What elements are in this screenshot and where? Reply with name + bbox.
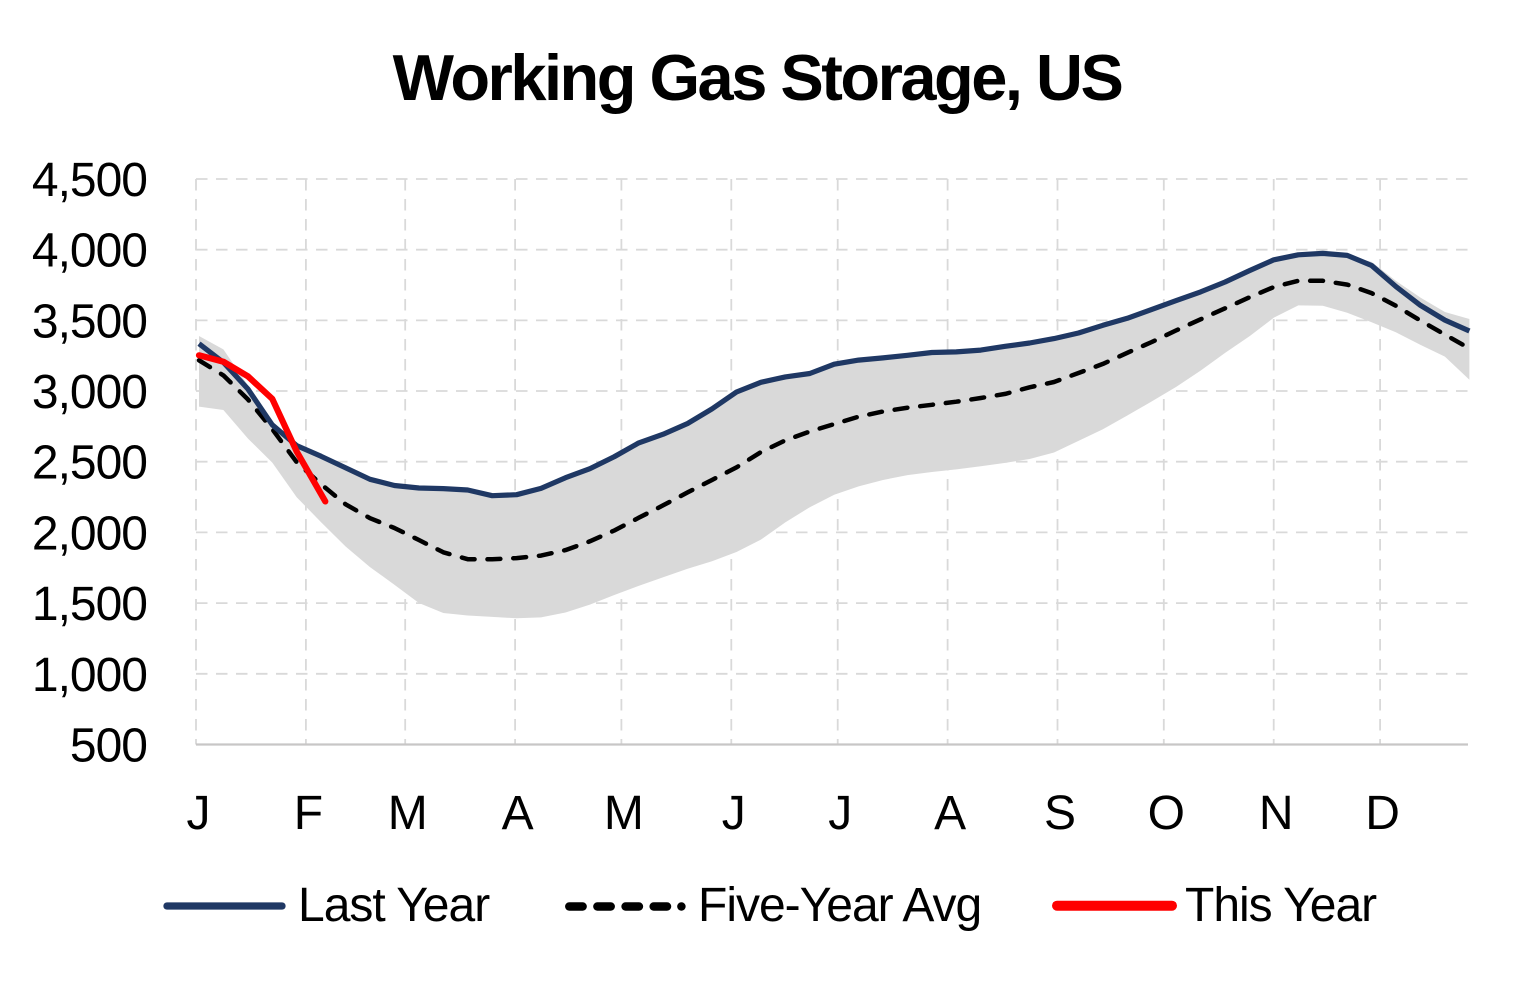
svg-text:S: S (1044, 787, 1075, 840)
svg-text:1,000: 1,000 (32, 649, 147, 702)
svg-text:N: N (1259, 787, 1293, 840)
svg-text:2,500: 2,500 (32, 437, 147, 490)
svg-text:O: O (1148, 787, 1184, 840)
svg-text:Working Gas Storage, US: Working Gas Storage, US (393, 41, 1122, 114)
svg-text:1,500: 1,500 (32, 578, 147, 631)
svg-text:Last Year: Last Year (298, 879, 490, 932)
svg-text:J: J (187, 787, 210, 840)
svg-text:M: M (604, 787, 643, 840)
svg-text:4,000: 4,000 (32, 225, 147, 278)
svg-text:D: D (1365, 787, 1399, 840)
svg-text:2,000: 2,000 (32, 507, 147, 560)
svg-text:F: F (294, 787, 322, 840)
svg-text:J: J (828, 787, 851, 840)
svg-text:3,000: 3,000 (32, 366, 147, 419)
svg-text:M: M (388, 787, 427, 840)
svg-text:A: A (934, 787, 966, 840)
svg-text:Five-Year Avg: Five-Year Avg (698, 879, 981, 932)
svg-text:This Year: This Year (1185, 879, 1377, 932)
svg-text:4,500: 4,500 (32, 154, 147, 207)
svg-text:3,500: 3,500 (32, 295, 147, 348)
svg-text:500: 500 (70, 719, 147, 772)
svg-text:A: A (502, 787, 534, 840)
svg-text:J: J (722, 787, 745, 840)
